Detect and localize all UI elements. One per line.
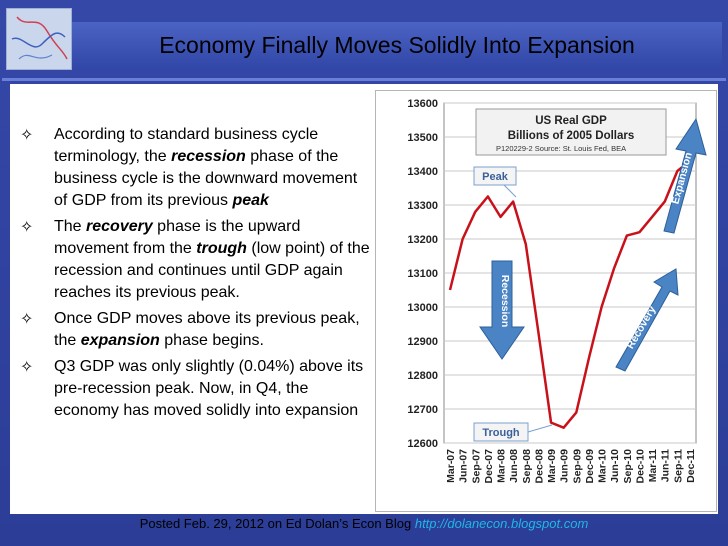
emphasis-term: recession [171, 148, 246, 165]
bullet-text: phase is the upward movement from the [54, 218, 301, 257]
bullet-item: ✧ The recovery phase is the upward moveme… [14, 216, 374, 304]
peak-label: Peak [482, 171, 509, 183]
bullet-text: phase of the business cycle is the downw… [54, 148, 358, 209]
bullet-text: According to standard business cycle ter… [54, 126, 319, 165]
bullet-text: Q3 GDP was only slightly (0.04%) above i… [54, 358, 364, 419]
chart-title: US Real GDP [535, 115, 607, 127]
x-tick-label: Mar-10 [597, 449, 609, 483]
x-tick-label: Dec-10 [634, 449, 646, 484]
x-tick-label: Dec-11 [685, 449, 697, 483]
diamond-bullet-icon: ✧ [20, 311, 34, 328]
bullet-text: The [54, 218, 87, 235]
x-tick-label: Mar-08 [496, 449, 508, 483]
y-tick-label: 13000 [407, 302, 438, 314]
emphasis-wrapper: expansion [81, 332, 160, 349]
x-tick-label: Jun-09 [559, 449, 571, 483]
chart-frame: 12600 12700 12800 12900 13000 13100 13200 13300… [375, 90, 717, 512]
trough-pointer [527, 424, 553, 433]
bullet-text: Once GDP moves above its previous peak, … [54, 310, 360, 349]
diamond-bullet-icon: ✧ [20, 127, 34, 144]
y-tick-label: 13500 [407, 132, 438, 144]
footer-link[interactable]: http://dolanecon.blogspot.com [414, 516, 589, 531]
bullet-text: phase begins. [159, 332, 264, 349]
x-tick-label: Dec-09 [584, 449, 596, 484]
title-bar: Economy Finally Moves Solidly Into Expan… [72, 22, 722, 70]
y-tick-label: 13600 [407, 98, 438, 110]
recession-arrow [479, 260, 525, 360]
x-tick-label: Mar-11 [647, 449, 659, 482]
x-tick-label: Jun-07 [458, 449, 470, 483]
x-tick-label: Jun-08 [508, 449, 520, 483]
emphasis-term: trough [196, 240, 247, 257]
x-tick-label: Sep-08 [521, 449, 533, 484]
expansion-arrow [663, 117, 707, 234]
x-tick-label: Mar-09 [546, 449, 558, 483]
x-tick-label: Mar-07 [445, 449, 457, 483]
y-tick-label: 12800 [407, 370, 438, 382]
x-tick-label: Sep-09 [571, 449, 583, 484]
emphasis-wrapper: recession [171, 148, 246, 165]
gdp-chart: 12600 12700 12800 12900 13000 13100 13200 13300… [407, 98, 707, 484]
bullet-list: ✧ According to standard business cycle te… [14, 124, 374, 426]
footer-text: Posted Feb. 29, 2012 on Ed Dolan’s Econ … [139, 516, 412, 531]
title-box [475, 108, 667, 156]
y-tick-label: 12900 [407, 336, 438, 348]
diamond-bullet-icon: ✧ [20, 219, 34, 236]
y-tick-label: 13300 [407, 200, 438, 212]
y-tick-label: 13400 [407, 166, 438, 178]
diamond-bullet-icon: ✧ [20, 359, 34, 376]
corner-logo-image [6, 8, 72, 70]
chart-subtitle: Billions of 2005 Dollars [508, 130, 635, 142]
emphasis-term: peak [232, 192, 269, 209]
emphasis-term: recovery [86, 218, 153, 235]
bullet-text: (low point) of the recession and continu… [54, 240, 370, 301]
bullet-item: ✧ According to standard business cycle te… [14, 124, 374, 212]
x-tick-label: Jun-11 [660, 449, 672, 482]
peak-pointer [503, 184, 517, 198]
gdp-series-line [448, 159, 691, 429]
x-tick-label: Dec-07 [483, 449, 495, 484]
y-tick-label: 12700 [407, 404, 438, 416]
recession-label: Recession [499, 275, 511, 328]
slide-title: Economy Finally Moves Solidly Into Expan… [159, 32, 635, 58]
chart-source: P120229-2 Source: St. Louis Fed, BEA [496, 144, 626, 153]
y-tick-label: 13200 [407, 234, 438, 246]
footer: Posted Feb. 29, 2012 on Ed Dolan’s Econ … [0, 516, 728, 531]
peak-label-box [473, 166, 517, 186]
x-tick-label: Dec-08 [533, 449, 545, 484]
y-tick-label: 13100 [407, 268, 438, 280]
y-tick-label: 12600 [407, 438, 438, 450]
x-tick-label: Sep-10 [622, 449, 634, 484]
recovery-arrow [615, 268, 679, 372]
x-tick-label: Sep-07 [470, 449, 482, 484]
emphasis-wrapper: recovery [86, 218, 153, 235]
x-tick-label: Jun-10 [609, 449, 621, 483]
emphasis-wrapper: peak [232, 192, 268, 209]
x-tick-label: Sep-11 [672, 449, 684, 483]
emphasis-term: expansion [80, 332, 160, 349]
bullet-item: ✧ Q3 GDP was only slightly (0.04%) above … [14, 356, 374, 422]
bullet-item: ✧ Once GDP moves above its previous peak,… [14, 308, 374, 352]
content-panel: ✧ According to standard business cycle te… [10, 84, 718, 514]
decorative-squiggle-icon [11, 16, 68, 60]
emphasis-wrapper: trough [196, 240, 247, 257]
trough-label: Trough [482, 427, 520, 439]
title-divider [2, 78, 726, 81]
